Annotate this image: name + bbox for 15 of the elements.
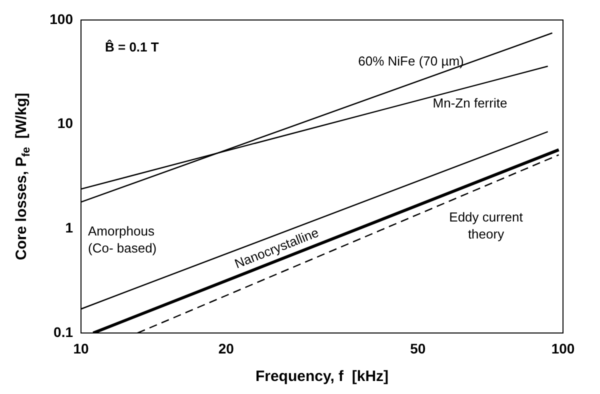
- y-tick-label: 0.1: [54, 324, 74, 340]
- y-tick-label: 1: [65, 220, 74, 236]
- series-label: Mn-Zn ferrite: [432, 96, 508, 111]
- x-tick-label: 10: [73, 340, 89, 356]
- y-axis-title: Core losses, Pfe [W/kg]: [13, 92, 33, 260]
- x-axis-title: Frequency, f [kHz]: [255, 368, 389, 386]
- x-tick-label: 100: [551, 340, 575, 356]
- series-label: Eddy current theory: [449, 210, 524, 242]
- series-label: Amorphous (Co- based): [88, 224, 157, 256]
- series-label: 60% NiFe (70 µm): [358, 54, 464, 69]
- y-tick-label: 10: [57, 115, 74, 132]
- y-tick-label: 100: [50, 10, 74, 27]
- annotation: B̂ = 0.1 T: [105, 39, 159, 55]
- x-tick-label: 50: [410, 340, 426, 356]
- x-tick-label: 20: [218, 340, 234, 356]
